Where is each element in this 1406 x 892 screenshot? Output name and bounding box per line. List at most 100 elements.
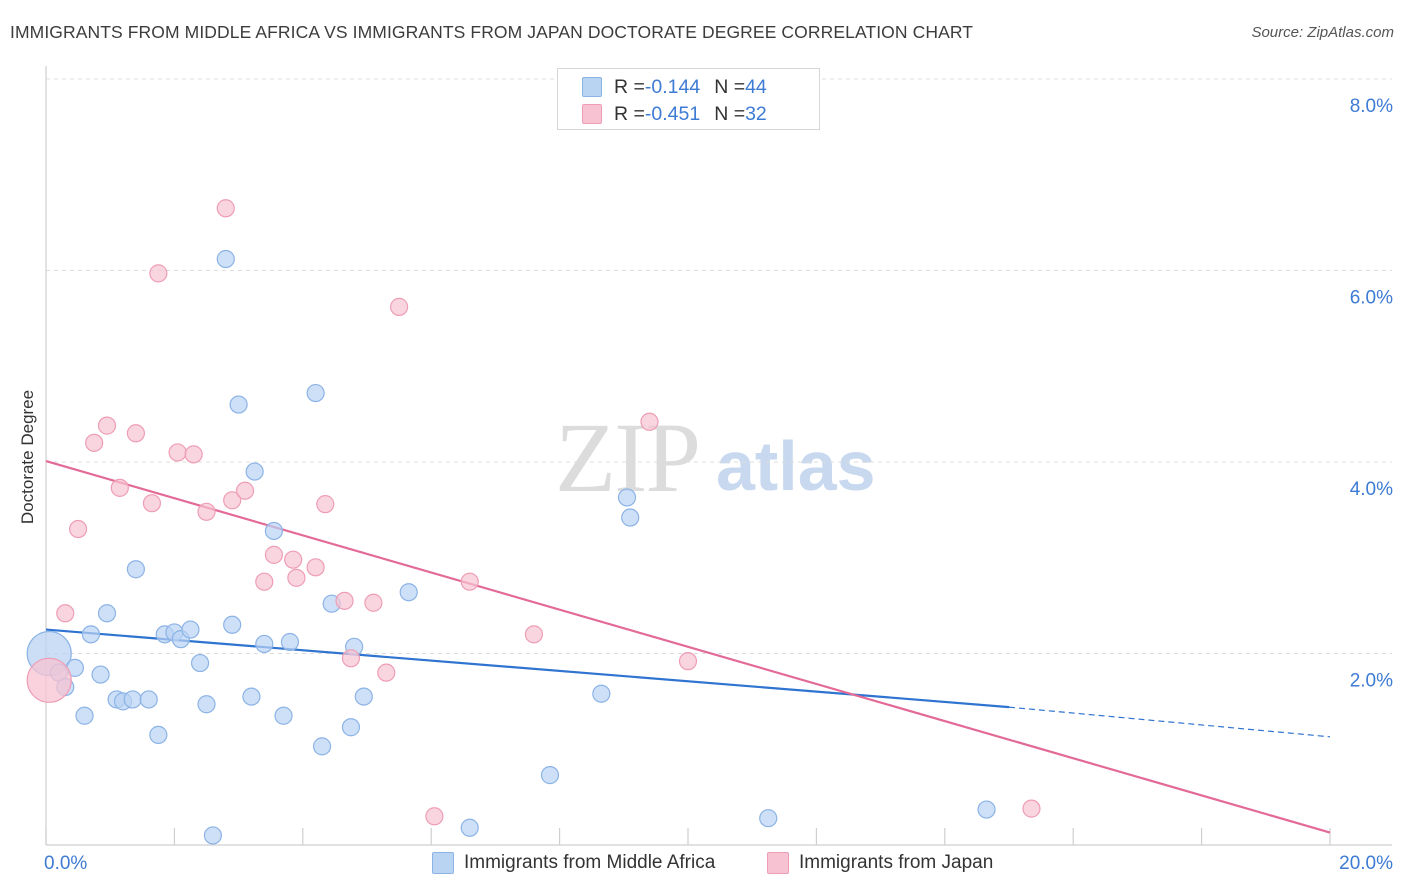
- data-point-middle-africa: [75, 706, 94, 725]
- legend-n-label: N =: [714, 75, 746, 98]
- data-point-middle-africa: [460, 818, 479, 837]
- legend-r-label: R =: [614, 75, 645, 98]
- data-point-middle-africa: [354, 687, 373, 706]
- data-point-middle-africa: [592, 684, 611, 703]
- watermark-atlas: atlas: [716, 427, 876, 505]
- chart-title: IMMIGRANTS FROM MIDDLE AFRICA VS IMMIGRA…: [10, 22, 974, 42]
- data-point-japan: [640, 412, 659, 431]
- data-point-middle-africa: [540, 766, 560, 785]
- trendline-middle-africa: [45, 628, 1010, 709]
- data-point-middle-africa: [306, 383, 325, 403]
- x-tick-label: 20.0%: [1339, 853, 1393, 874]
- legend-row-japan: R = -0.451 N = 32: [582, 102, 767, 126]
- bottom-legend-japan: Immigrants from Japan: [767, 852, 993, 874]
- data-point-middle-africa: [223, 615, 242, 634]
- data-point-middle-africa: [216, 249, 235, 269]
- data-point-middle-africa: [255, 634, 274, 654]
- trendline-middle-africa-extension: [1008, 706, 1331, 738]
- data-point-japan: [678, 652, 698, 671]
- x-tick-label: 0.0%: [44, 853, 87, 874]
- data-point-middle-africa: [81, 625, 101, 644]
- bottom-legend-swatch-pink: [767, 852, 789, 874]
- tick-labels: 2.0% 4.0% 6.0% 8.0% 0.0% 20.0%: [44, 96, 1393, 874]
- data-point-japan: [184, 445, 203, 464]
- grid-lines: [46, 78, 1392, 654]
- y-tick-label: 6.0%: [1350, 288, 1393, 309]
- data-point-japan: [284, 550, 303, 569]
- data-point-japan: [223, 491, 242, 510]
- legend-r-label: R =: [614, 102, 645, 125]
- data-point-japan: [110, 478, 129, 497]
- data-point-japan: [264, 545, 284, 564]
- data-point-middle-africa: [126, 560, 145, 579]
- data-point-japan: [341, 649, 361, 668]
- data-point-japan: [68, 519, 88, 539]
- data-point-middle-africa: [341, 718, 361, 737]
- data-point-middle-africa: [759, 809, 778, 828]
- source-label: Source: ZipAtlas.com: [1251, 24, 1394, 41]
- y-tick-label: 4.0%: [1350, 479, 1393, 500]
- data-point-japan: [126, 424, 145, 443]
- bottom-legend-middle-africa: Immigrants from Middle Africa: [432, 852, 715, 874]
- data-point-japan: [235, 481, 255, 500]
- data-point-middle-africa: [617, 488, 637, 507]
- data-point-middle-africa: [280, 632, 300, 652]
- legend-swatch-blue: [582, 77, 602, 97]
- data-point-japan: [1022, 799, 1041, 818]
- data-point-middle-africa: [621, 508, 640, 527]
- legend-swatch-pink: [582, 104, 602, 124]
- correlation-legend: R = -0.144 N = 44 R = -0.451 N = 32: [557, 68, 820, 130]
- data-point-middle-africa: [190, 653, 210, 673]
- series-middle-africa-points: [26, 249, 996, 845]
- trend-lines: [45, 459, 1331, 834]
- data-point-japan: [255, 572, 274, 591]
- data-point-middle-africa: [977, 800, 996, 819]
- data-point-japan: [425, 807, 444, 826]
- data-point-japan: [97, 416, 117, 435]
- data-point-middle-africa: [197, 695, 216, 714]
- data-point-japan: [316, 495, 335, 514]
- bottom-legend-label: Immigrants from Middle Africa: [464, 852, 716, 873]
- data-point-japan: [216, 199, 235, 218]
- data-point-middle-africa: [242, 687, 261, 706]
- data-point-middle-africa: [181, 620, 200, 639]
- data-point-japan: [149, 264, 168, 283]
- data-point-japan: [364, 593, 383, 612]
- data-point-japan: [85, 433, 104, 452]
- series-japan-points: [26, 199, 1041, 826]
- data-point-japan: [287, 568, 306, 587]
- data-point-middle-africa: [139, 690, 158, 709]
- trendline-japan: [45, 459, 1331, 834]
- data-point-japan: [306, 558, 325, 577]
- data-point-middle-africa: [245, 462, 264, 481]
- data-point-middle-africa: [149, 725, 168, 744]
- bottom-legend-label: Immigrants from Japan: [799, 852, 994, 873]
- legend-n-value: 32: [745, 102, 767, 125]
- data-point-japan: [168, 443, 187, 462]
- data-point-japan: [56, 604, 75, 623]
- y-axis-label: Doctorate Degree: [18, 390, 37, 524]
- data-point-japan: [142, 494, 162, 513]
- data-point-middle-africa: [312, 737, 332, 756]
- data-point-japan: [335, 591, 354, 610]
- legend-n-value: 44: [745, 75, 767, 98]
- legend-r-value: -0.451: [644, 102, 701, 125]
- legend-n-label: N =: [714, 102, 746, 125]
- data-point-middle-africa: [123, 690, 142, 709]
- y-tick-label: 2.0%: [1350, 671, 1393, 692]
- legend-row-middle-africa: R = -0.144 N = 44: [582, 75, 767, 99]
- data-point-japan: [197, 502, 216, 521]
- data-point-middle-africa: [97, 604, 117, 623]
- data-point-middle-africa: [274, 706, 293, 725]
- data-point-japan: [524, 625, 544, 644]
- data-point-middle-africa: [203, 826, 223, 845]
- y-tick-label: 8.0%: [1350, 96, 1393, 117]
- legend-r-value: -0.144: [644, 75, 701, 98]
- data-point-japan: [460, 572, 479, 591]
- data-point-japan: [377, 663, 396, 682]
- data-point-japan: [390, 297, 409, 316]
- data-point-japan: [26, 657, 72, 703]
- data-point-middle-africa: [229, 395, 248, 414]
- data-point-middle-africa: [399, 583, 418, 602]
